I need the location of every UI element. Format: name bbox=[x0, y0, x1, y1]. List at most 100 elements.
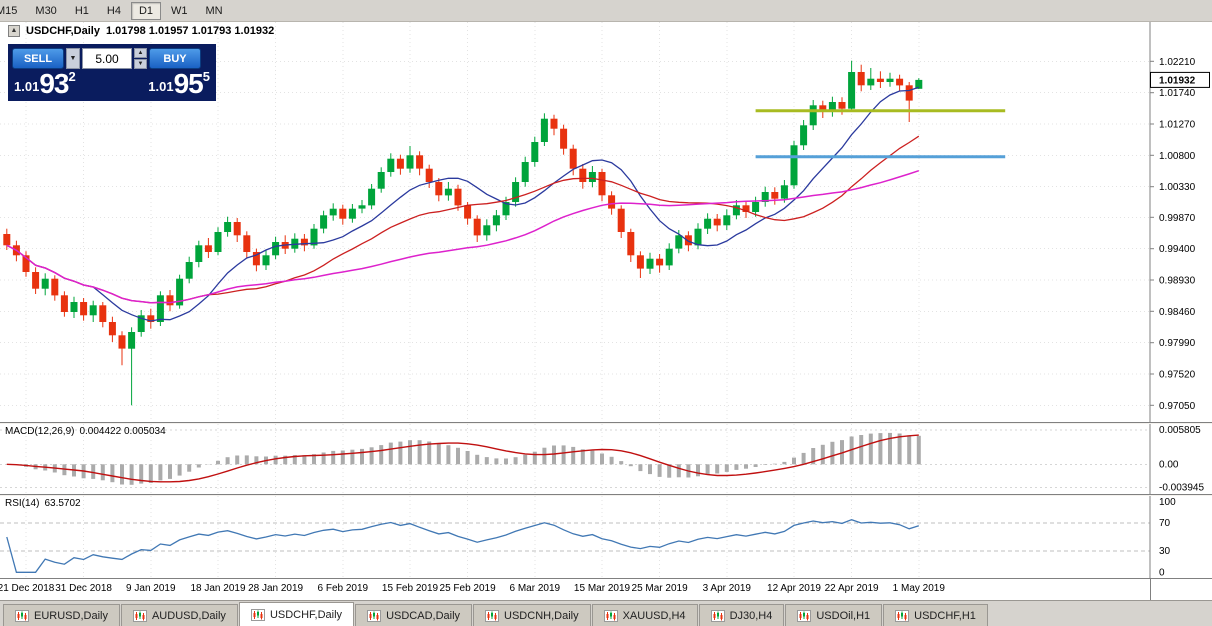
macd-label: MACD(12,26,9) 0.004422 0.005034 bbox=[5, 426, 166, 437]
buy-button[interactable]: BUY bbox=[149, 48, 201, 69]
panel-splitter[interactable] bbox=[0, 494, 1212, 496]
timeframe-button-w1[interactable]: W1 bbox=[163, 2, 196, 20]
tab-label: AUDUSD,Daily bbox=[151, 609, 226, 622]
timeframe-button-h1[interactable]: H1 bbox=[67, 2, 97, 20]
svg-text:1.00330: 1.00330 bbox=[1159, 182, 1196, 193]
chart-tab-usdoil-h1[interactable]: USDOil,H1 bbox=[785, 604, 883, 626]
ma-fast-blue bbox=[6, 86, 920, 322]
volume-dropdown-button[interactable]: ▼ bbox=[66, 48, 80, 69]
timeframe-toolbar: M15M30H1H4D1W1MN bbox=[0, 0, 1212, 22]
current-price-marker: 1.01932 bbox=[1150, 71, 1210, 88]
chart-tab-dj30-h4[interactable]: DJ30,H4 bbox=[698, 604, 785, 626]
rsi-label: RSI(14) 63.5702 bbox=[5, 498, 81, 509]
timeframe-button-m15[interactable]: M15 bbox=[0, 2, 25, 20]
svg-text:1.01932: 1.01932 bbox=[1159, 75, 1196, 86]
date-label: 18 Jan 2019 bbox=[190, 583, 246, 594]
svg-text:0.00: 0.00 bbox=[1159, 459, 1179, 470]
rsi-title: RSI(14) bbox=[5, 498, 40, 509]
volume-increase-button[interactable]: ▲ bbox=[134, 48, 147, 58]
chart-tab-usdcad-daily[interactable]: USDCAD,Daily bbox=[355, 604, 473, 626]
rsi-line bbox=[6, 519, 919, 573]
date-label: 6 Mar 2019 bbox=[509, 583, 561, 594]
tab-label: USDOil,H1 bbox=[816, 609, 871, 622]
svg-text:0.97520: 0.97520 bbox=[1159, 370, 1196, 381]
candlestick-chart-icon bbox=[895, 609, 910, 622]
volume-stepper: ▲ ▼ bbox=[134, 48, 147, 69]
candlestick-chart-icon bbox=[485, 609, 500, 622]
candlestick-chart-icon bbox=[132, 609, 147, 622]
bid-price-prefix: 1.01 bbox=[14, 79, 40, 94]
rsi-panel: 100 70 30 0 RSI(14) 63.5702 bbox=[0, 496, 1212, 578]
rsi-chart[interactable]: 100 70 30 0 bbox=[0, 496, 1212, 578]
macd-histogram bbox=[14, 432, 921, 485]
svg-text:0.97990: 0.97990 bbox=[1159, 338, 1196, 349]
volume-input[interactable] bbox=[82, 48, 132, 69]
chart-tab-usdchf-h1[interactable]: USDCHF,H1 bbox=[883, 604, 988, 626]
date-label: 21 Dec 2018 bbox=[0, 583, 55, 594]
chart-tab-audusd-daily[interactable]: AUDUSD,Daily bbox=[120, 604, 238, 626]
candlestick-chart-icon bbox=[15, 609, 29, 622]
svg-text:-0.003945: -0.003945 bbox=[1159, 483, 1204, 494]
svg-text:30: 30 bbox=[1159, 546, 1171, 557]
ma-mid-red bbox=[6, 135, 920, 304]
ask-price-big-digits: 95 bbox=[173, 68, 204, 99]
svg-text:0: 0 bbox=[1159, 567, 1165, 578]
tab-label: USDCHF,Daily bbox=[269, 608, 343, 621]
volume-decrease-button[interactable]: ▼ bbox=[134, 59, 147, 69]
tab-label: DJ30,H4 bbox=[729, 609, 773, 622]
svg-text:1.01270: 1.01270 bbox=[1159, 120, 1196, 131]
svg-text:0.005805: 0.005805 bbox=[1159, 425, 1201, 436]
svg-text:100: 100 bbox=[1159, 497, 1176, 508]
chart-tab-eurusd-daily[interactable]: EURUSD,Daily bbox=[3, 604, 120, 626]
main-chart-panel: 1.02210 1.01740 1.01270 1.00800 1.00330 0.998… bbox=[0, 22, 1212, 422]
date-label: 31 Dec 2018 bbox=[55, 583, 112, 594]
macd-chart[interactable]: 0.005805 0.00 -0.003945 bbox=[0, 424, 1212, 494]
date-label: 22 Apr 2019 bbox=[824, 583, 879, 594]
date-label: 9 Jan 2019 bbox=[126, 583, 176, 594]
chart-tab-xauusd-h4[interactable]: XAUUSD,H4 bbox=[591, 604, 698, 626]
sell-button[interactable]: SELL bbox=[12, 48, 64, 69]
ask-price: 1.01 95 5 bbox=[148, 68, 210, 99]
date-label: 6 Feb 2019 bbox=[317, 583, 369, 594]
chevron-down-icon: ▼ bbox=[137, 61, 144, 67]
macd-panel: 0.005805 0.00 -0.003945 MACD(12,26,9) 0.004… bbox=[0, 424, 1212, 494]
collapse-chart-button[interactable]: ▲ bbox=[8, 25, 20, 37]
date-label: 25 Mar 2019 bbox=[631, 583, 688, 594]
ma-slow-magenta bbox=[6, 169, 920, 304]
timeframe-button-m30[interactable]: M30 bbox=[27, 2, 64, 20]
candlestick-chart-icon bbox=[710, 609, 725, 622]
candlestick-chart-icon bbox=[250, 608, 265, 621]
macd-title: MACD(12,26,9) bbox=[5, 426, 75, 437]
tab-label: EURUSD,Daily bbox=[34, 609, 108, 622]
tab-label: USDCHF,H1 bbox=[914, 609, 976, 622]
tab-label: USDCAD,Daily bbox=[386, 609, 461, 622]
rsi-grid bbox=[0, 496, 1150, 578]
svg-text:0.99400: 0.99400 bbox=[1159, 244, 1196, 255]
candlestick-chart[interactable]: 1.02210 1.01740 1.01270 1.00800 1.00330 0.998… bbox=[0, 22, 1212, 422]
tab-label: XAUUSD,H4 bbox=[622, 609, 686, 622]
date-label: 15 Feb 2019 bbox=[381, 583, 439, 594]
candlestick-chart-icon bbox=[367, 609, 382, 622]
ask-price-pipette: 5 bbox=[202, 69, 210, 84]
svg-text:70: 70 bbox=[1159, 518, 1171, 529]
timeframe-button-h4[interactable]: H4 bbox=[99, 2, 129, 20]
svg-text:1.02210: 1.02210 bbox=[1159, 57, 1196, 68]
horizontal-gridlines bbox=[0, 60, 1150, 406]
timeframe-button-d1[interactable]: D1 bbox=[130, 1, 161, 20]
timeframe-button-mn[interactable]: MN bbox=[198, 2, 231, 20]
bid-price-pipette: 2 bbox=[68, 69, 76, 84]
rsi-axis: 100 70 30 0 bbox=[1159, 497, 1176, 578]
date-label: 3 Apr 2019 bbox=[702, 583, 751, 594]
candlestick-chart-icon bbox=[603, 609, 618, 622]
chevron-down-icon: ▼ bbox=[69, 55, 77, 62]
time-axis: 21 Dec 2018 31 Dec 2018 9 Jan 2019 18 Jan 2… bbox=[0, 578, 1212, 600]
macd-signal-line bbox=[6, 434, 919, 483]
date-label: 25 Feb 2019 bbox=[439, 583, 496, 594]
panel-splitter[interactable] bbox=[0, 422, 1212, 424]
chart-tab-usdcnh-daily[interactable]: USDCNH,Daily bbox=[473, 604, 591, 626]
chart-tab-usdchf-daily[interactable]: USDCHF,Daily bbox=[238, 602, 355, 626]
date-label: 12 Apr 2019 bbox=[767, 583, 821, 594]
chart-title: ▲ USDCHF,Daily 1.01798 1.01957 1.01793 1… bbox=[8, 25, 274, 37]
